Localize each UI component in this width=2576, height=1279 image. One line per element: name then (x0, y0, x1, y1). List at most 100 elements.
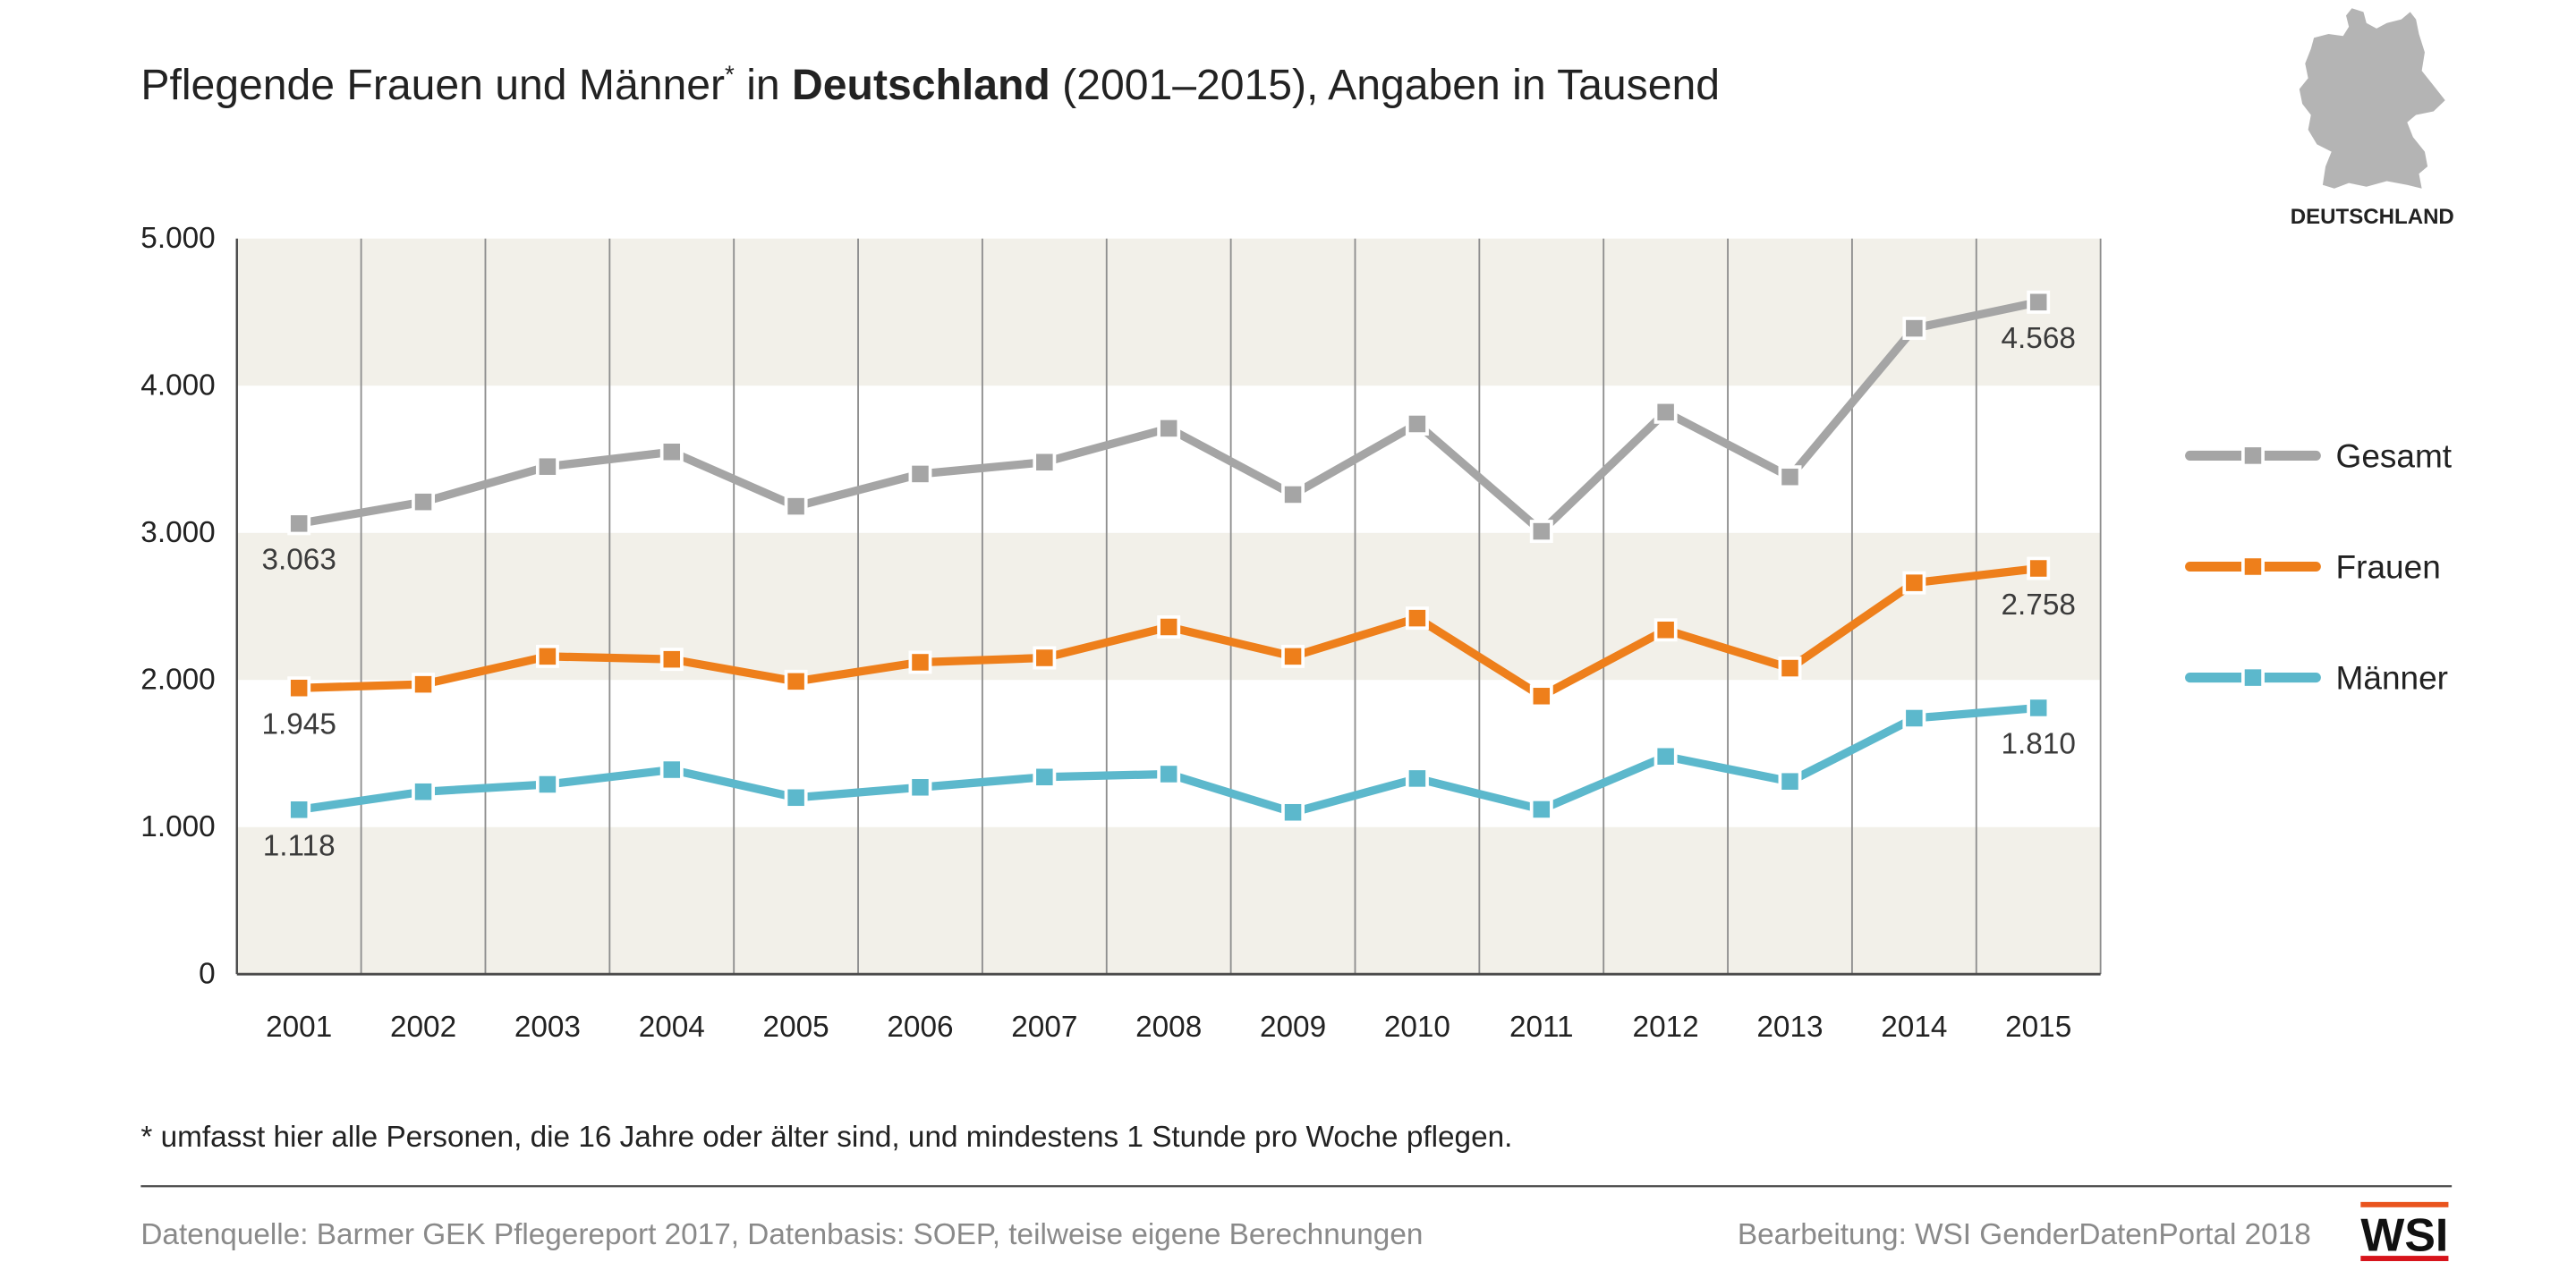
plot-bands (236, 238, 2101, 975)
x-tick-label: 2002 (390, 1011, 456, 1044)
data-point-gesamt-2005 (784, 495, 808, 519)
data-point-maenner-2015 (2027, 696, 2051, 720)
data-labels: 3.063 4.568 1.945 2.758 1.118 1.810 (261, 322, 2075, 862)
x-tick-label: 2013 (1756, 1011, 1823, 1044)
x-tick-label: 2004 (639, 1011, 705, 1044)
x-tick-label: 2015 (2005, 1011, 2071, 1044)
logo-text: WSI (2360, 1208, 2448, 1260)
data-point-frauen-2001 (287, 676, 311, 700)
data-point-gesamt-2006 (908, 462, 932, 486)
legend-item-frauen: Frauen (2185, 547, 2441, 586)
country-label: DEUTSCHLAND (2291, 205, 2454, 229)
data-point-frauen-2004 (659, 648, 684, 672)
grid-lines (235, 238, 2102, 976)
plot-band (236, 385, 2101, 533)
credit-note: Bearbeitung: WSI GenderDatenPortal 2018 (1738, 1218, 2311, 1251)
x-tick-label: 2005 (763, 1011, 829, 1044)
data-point-frauen-2008 (1157, 615, 1181, 639)
data-point-gesamt-2009 (1281, 482, 1305, 506)
x-axis-labels: 2001 2002 2003 2004 2005 2006 2007 2008 2009 2010… (266, 1011, 2071, 1044)
data-point-frauen-2012 (1654, 618, 1678, 642)
data-point-gesamt-2003 (535, 454, 559, 479)
x-tick-label: 2012 (1633, 1011, 1699, 1044)
data-label-gesamt-2015: 4.568 (2002, 322, 2076, 355)
source-note: Datenquelle: Barmer GEK Pflegereport 201… (140, 1218, 1423, 1251)
y-tick-label: 1.000 (140, 810, 215, 843)
data-point-frauen-2002 (412, 673, 436, 697)
data-point-gesamt-2010 (1405, 412, 1429, 436)
legend-label: Gesamt (2336, 436, 2453, 474)
legend-marker (2241, 555, 2265, 579)
data-point-maenner-2003 (535, 773, 559, 796)
legend-marker (2241, 444, 2265, 468)
data-point-gesamt-2015 (2027, 290, 2051, 314)
chart-title: Pflegende Frauen und Männer* in Deutschl… (140, 45, 1720, 110)
x-tick-label: 2003 (514, 1011, 581, 1044)
data-point-maenner-2006 (908, 775, 932, 800)
data-point-gesamt-2002 (412, 490, 436, 514)
data-point-maenner-2010 (1405, 767, 1429, 791)
legend-item-gesamt: Gesamt (2185, 436, 2453, 474)
data-point-frauen-2010 (1405, 606, 1429, 631)
data-point-frauen-2007 (1033, 646, 1057, 670)
x-tick-label: 2001 (266, 1011, 332, 1044)
data-point-frauen-2011 (1529, 684, 1553, 708)
plot-band (236, 680, 2101, 827)
legend-item-maenner: Männer (2185, 659, 2448, 697)
data-point-maenner-2004 (659, 758, 684, 782)
title-country: Deutschland (792, 61, 1050, 109)
title-connector: in (746, 61, 779, 109)
x-tick-label: 2014 (1881, 1011, 1947, 1044)
y-tick-label: 2.000 (140, 664, 215, 697)
data-point-maenner-2009 (1281, 800, 1305, 825)
data-point-maenner-2001 (287, 798, 311, 822)
x-tick-label: 2010 (1384, 1011, 1450, 1044)
data-label-frauen-2015: 2.758 (2002, 589, 2076, 622)
germany-map-icon (2299, 8, 2445, 189)
data-point-maenner-2005 (784, 785, 808, 809)
data-point-gesamt-2001 (287, 512, 311, 536)
legend-marker (2241, 665, 2265, 690)
title-suffix: (2001–2015), Angaben in Tausend (1062, 61, 1720, 109)
data-point-frauen-2003 (535, 644, 559, 668)
legend-label: Frauen (2336, 547, 2441, 585)
x-tick-label: 2007 (1011, 1011, 1077, 1044)
data-point-maenner-2007 (1033, 765, 1057, 789)
y-tick-label: 4.000 (140, 369, 215, 402)
logo-top-bar (2360, 1201, 2449, 1207)
x-tick-label: 2009 (1260, 1011, 1326, 1044)
data-point-frauen-2014 (1902, 571, 1926, 595)
data-point-frauen-2005 (784, 669, 808, 693)
data-point-frauen-2013 (1778, 656, 1802, 681)
data-label-gesamt-2001: 3.063 (261, 544, 336, 577)
data-point-gesamt-2012 (1654, 400, 1678, 424)
title-footnote-mark: * (725, 61, 735, 89)
country-map: DEUTSCHLAND (2291, 8, 2454, 229)
x-tick-label: 2008 (1135, 1011, 1202, 1044)
data-point-frauen-2015 (2027, 556, 2051, 580)
data-point-maenner-2012 (1654, 744, 1678, 768)
data-point-frauen-2006 (908, 650, 932, 674)
data-point-maenner-2002 (412, 780, 436, 804)
chart-header: Pflegende Frauen und Männer* in Deutschl… (140, 45, 1720, 110)
data-point-gesamt-2008 (1157, 416, 1181, 440)
data-point-maenner-2013 (1778, 769, 1802, 793)
data-point-maenner-2011 (1529, 797, 1553, 821)
x-tick-label: 2011 (1509, 1011, 1574, 1044)
x-tick-label: 2006 (887, 1011, 953, 1044)
data-point-maenner-2008 (1157, 762, 1181, 786)
footnote: * umfasst hier alle Personen, die 16 Jah… (140, 1121, 1512, 1154)
data-point-frauen-2009 (1281, 644, 1305, 668)
data-point-gesamt-2014 (1902, 317, 1926, 341)
y-axis-labels: 0 1.000 2.000 3.000 4.000 5.000 (140, 222, 215, 990)
y-tick-label: 3.000 (140, 516, 215, 549)
legend: Gesamt Frauen Männer (2185, 436, 2453, 697)
plot-band (236, 532, 2101, 681)
data-series (287, 290, 2051, 825)
data-label-frauen-2001: 1.945 (261, 707, 336, 741)
data-point-gesamt-2007 (1033, 450, 1057, 474)
logo-bottom-bar (2360, 1256, 2449, 1261)
data-point-gesamt-2013 (1778, 465, 1802, 489)
